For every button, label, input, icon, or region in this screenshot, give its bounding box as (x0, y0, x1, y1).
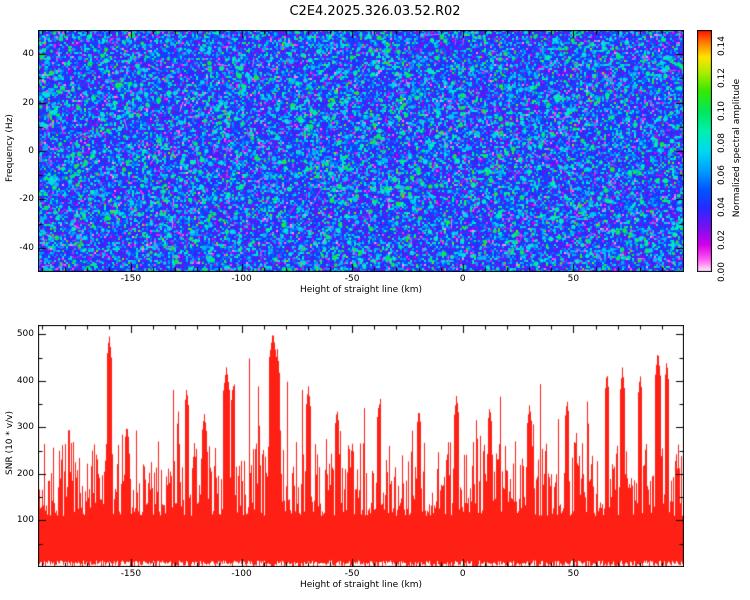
colorbar-tick-label: 0.04 (717, 197, 727, 218)
heatmap-y-tick-label: -20 (19, 194, 34, 205)
snr-y-tick-label: 100 (16, 515, 34, 526)
colorbar-tick-label: 0.08 (717, 132, 727, 153)
heatmap-y-tick-label: 40 (22, 49, 34, 60)
snr-x-tick-label: 0 (459, 569, 466, 579)
heatmap-x-tick-label: -150 (120, 274, 142, 284)
heatmap-x-tick-label: -50 (344, 274, 360, 284)
colorbar (697, 30, 712, 272)
snr-y-tick-label: 200 (16, 468, 34, 479)
heatmap-x-tick-label: 50 (567, 274, 580, 284)
colorbar-tick-label: 0.06 (717, 165, 727, 186)
snr-y-tick-label: 500 (16, 329, 34, 340)
heatmap-y-tick-label: 0 (28, 146, 34, 156)
snr-x-tick-label: -150 (120, 569, 142, 579)
spectrogram-heatmap (38, 30, 684, 272)
snr-x-tick-label: -100 (231, 569, 252, 579)
snr-x-tick-label: -50 (344, 569, 360, 579)
colorbar-tick-label: 0.00 (717, 261, 727, 283)
snr-y-axis-label: SNR (10 * v/v) (5, 411, 15, 475)
heatmap-x-tick-label: -100 (231, 274, 252, 284)
snr-y-tick-label: 400 (16, 375, 34, 386)
snr-line-chart (38, 325, 684, 567)
colorbar-tick-label: 0.12 (717, 68, 727, 89)
heatmap-y-tick-label: 20 (22, 97, 34, 108)
heatmap-x-tick-label: 0 (459, 274, 466, 284)
heatmap-x-axis-label: Height of straight line (km) (300, 285, 422, 295)
snr-y-tick-label: 300 (16, 422, 34, 433)
figure-title: C2E4.2025.326.03.52.R02 (289, 4, 461, 19)
heatmap-y-tick-label: -40 (19, 242, 34, 253)
snr-x-axis-label: Height of straight line (km) (300, 580, 422, 590)
snr-x-tick-label: 50 (567, 569, 580, 579)
colorbar-tick-label: 0.02 (717, 229, 727, 250)
colorbar-tick-label: 0.10 (717, 100, 727, 121)
colorbar-label: Normalized spectral amplitude (732, 78, 742, 218)
colorbar-tick-label: 0.14 (717, 36, 727, 57)
